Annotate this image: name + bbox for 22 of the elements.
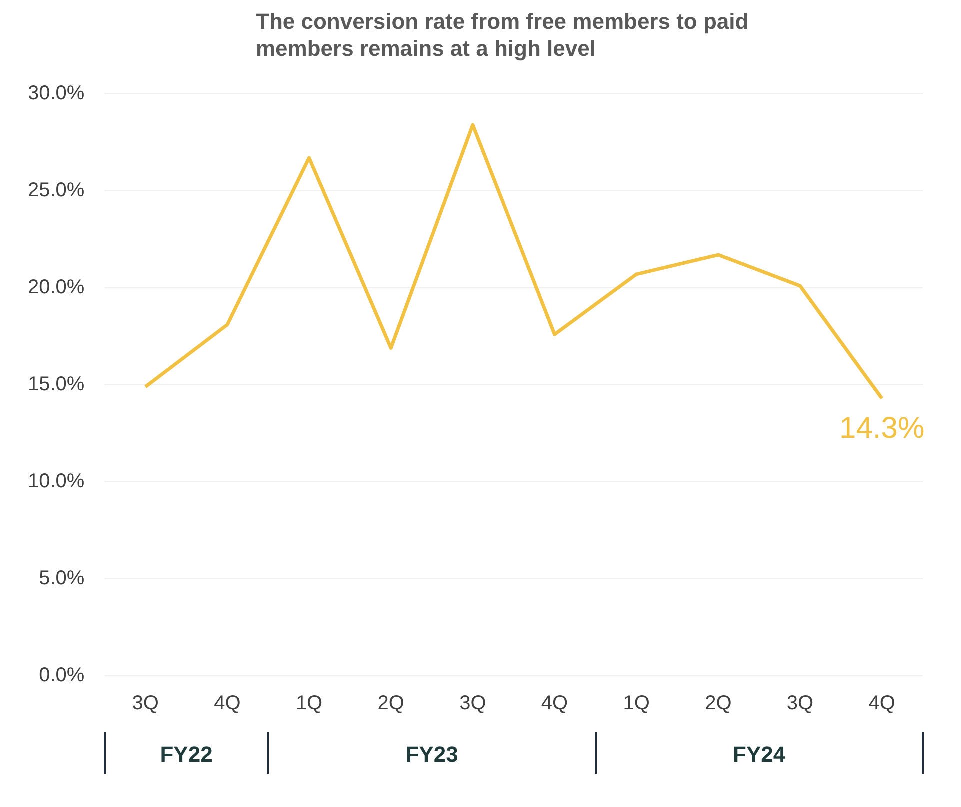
x-tick-label: 4Q — [541, 692, 568, 715]
x-tick-label: 3Q — [786, 692, 814, 715]
y-tick-label: 5.0% — [39, 568, 85, 590]
y-tick-label: 20.0% — [28, 276, 85, 299]
x-tick-label: 3Q — [132, 692, 159, 715]
x-tick-label: 3Q — [460, 692, 486, 715]
x-tick-label: 4Q — [214, 692, 241, 715]
chart-title: The conversion rate from free members to paid members remains at a high level — [256, 8, 750, 62]
y-tick-label: 0.0% — [39, 664, 85, 687]
x-tick-label: 4Q — [868, 692, 896, 715]
x-tick-label: 2Q — [378, 692, 404, 715]
x-tick-label: 1Q — [296, 692, 323, 715]
text: FY22 — [159, 742, 214, 768]
y-tick-label: 15.0% — [28, 374, 85, 396]
y-tick-label: 10.0% — [28, 470, 85, 493]
text: FY24 — [732, 742, 787, 768]
x-tick-label: 1Q — [623, 692, 650, 715]
y-tick-label: 30.0% — [28, 82, 85, 105]
x-tick-label: 2Q — [705, 692, 732, 715]
data-label: 14.3% — [840, 412, 925, 445]
y-tick-label: 25.0% — [28, 180, 85, 202]
text: FY23 — [404, 742, 460, 768]
